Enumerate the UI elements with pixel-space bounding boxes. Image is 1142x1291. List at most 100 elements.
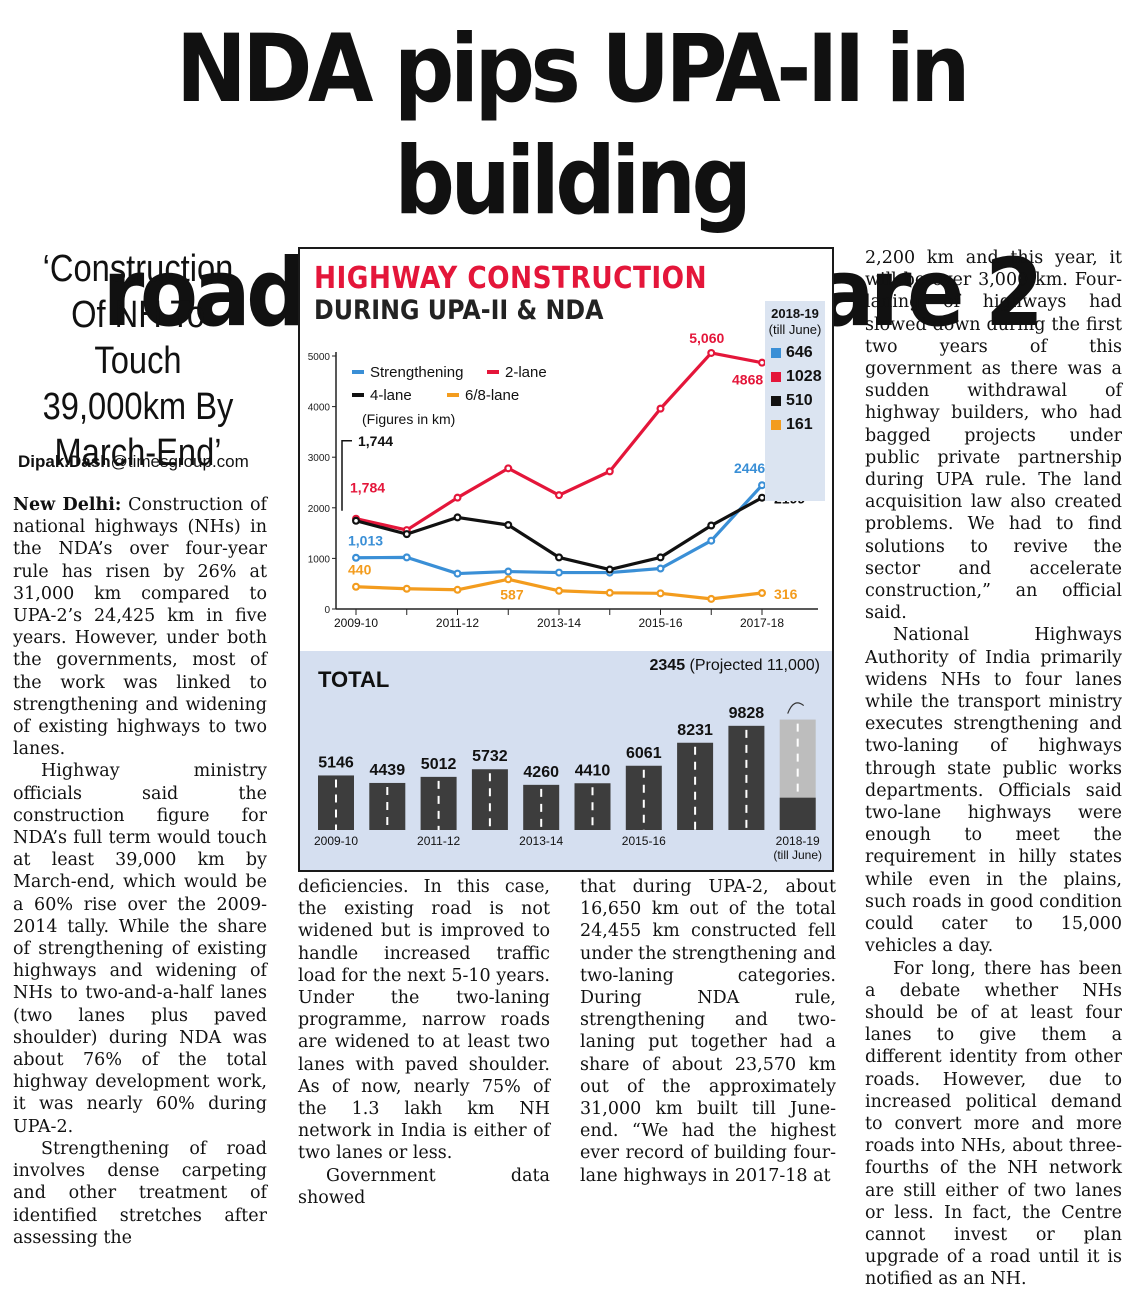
chart-frame: HIGHWAY CONSTRUCTION DURING UPA-II & NDA… — [298, 247, 834, 872]
data-label: 4868 — [732, 372, 763, 388]
legend-swatch — [771, 420, 781, 430]
bar-value-label: 4410 — [575, 762, 611, 779]
data-point-center — [607, 469, 612, 474]
data-point-center — [658, 566, 663, 571]
paragraph-text: National Highways Authority of India pri… — [865, 625, 1122, 957]
data-point-center — [455, 495, 460, 500]
data-point-center — [455, 571, 460, 576]
bar-value-label: 5146 — [318, 754, 354, 771]
data-label: 316 — [774, 586, 798, 602]
y-tick-label: 0 — [324, 605, 330, 616]
subhead-line-2: Of NH To Touch — [71, 294, 205, 382]
article-paragraph: Strengthening of road involves dense car… — [13, 1138, 267, 1249]
chart-note: (Figures in km) — [362, 411, 455, 427]
byline: Dipak.Dash@timesgroup.com — [18, 452, 249, 472]
article-column-3: that during UPA-2, about 16,650 km out o… — [580, 876, 836, 1187]
article-column-1: New Delhi: Construction of national high… — [13, 494, 267, 1249]
data-label: 5,060 — [689, 330, 724, 346]
chart-title: HIGHWAY CONSTRUCTION — [314, 261, 708, 296]
x-tick-label: 2011-12 — [436, 616, 479, 630]
bar-value-label: 5012 — [421, 756, 457, 773]
article-paragraph: 2,200 km and this year, it will be over … — [865, 247, 1122, 624]
paragraph-text: 2,200 km and this year, it will be over … — [865, 248, 1122, 624]
total-title: TOTAL — [318, 667, 390, 692]
article-paragraph: New Delhi: Construction of national high… — [13, 494, 267, 760]
x-tick-label: 2009-10 — [334, 616, 378, 630]
bar-category-label: 2011-12 — [417, 834, 460, 848]
data-point-center — [760, 483, 764, 488]
bar-value-label: 6061 — [626, 745, 662, 762]
bar-value-label: 8231 — [677, 722, 713, 739]
data-point-center — [709, 538, 714, 543]
byline-name: Dipak.Dash — [18, 452, 111, 471]
total-panel: TOTAL 2345 (Projected 11,000) 5146 2009-1… — [300, 651, 832, 870]
data-point-center — [354, 555, 358, 560]
side-box-row: 1028 — [771, 368, 825, 386]
legend-swatch — [771, 348, 781, 358]
data-point-center — [658, 591, 663, 596]
side-box-subtitle: (till June) — [768, 322, 822, 337]
paragraph-text: Construction of national highways (NHs) … — [13, 495, 267, 760]
bar-category-label: 2018-19 — [776, 834, 820, 848]
article-paragraph: For long, there has been a debate whethe… — [865, 958, 1122, 1291]
projected-value: 2345 — [649, 657, 686, 674]
paragraph-text: Strengthening of road involves dense car… — [13, 1138, 267, 1248]
bar-value-label: 5732 — [472, 748, 508, 765]
data-point-center — [354, 518, 358, 523]
paragraph-text: deficiencies. In this case, the existing… — [298, 877, 550, 1164]
article-paragraph: that during UPA-2, about 16,650 km out o… — [580, 876, 836, 1187]
y-tick-label: 4000 — [308, 403, 331, 414]
side-box-row: 646 — [771, 344, 825, 362]
data-point-center — [506, 569, 511, 574]
data-point-center — [760, 360, 764, 365]
line-chart: 0 1000 2000 3000 4000 5000 2009-10 2011-12 2013-… — [308, 330, 818, 630]
data-point-center — [658, 406, 663, 411]
data-point-center — [404, 532, 409, 536]
legend-label: 4-lane — [370, 387, 412, 404]
chart-subtitle: DURING UPA-II & NDA — [314, 295, 604, 326]
data-label: 1,744 — [358, 433, 393, 449]
bar — [677, 742, 714, 830]
dateline: New Delhi: — [13, 495, 122, 515]
article-column-4: 2,200 km and this year, it will be over … — [865, 247, 1122, 1291]
data-label: 1,013 — [348, 533, 383, 549]
side-box-value: 646 — [786, 344, 813, 361]
subhead-line-3: 39,000km By — [42, 386, 234, 428]
legend-label: 6/8-lane — [465, 387, 519, 404]
paragraph-text: Highway ministry officials said the cons… — [13, 761, 267, 1137]
data-point-center — [506, 466, 511, 471]
data-point-center — [557, 588, 561, 593]
subhead-line-1: ‘Construction — [42, 248, 234, 290]
data-label: 2446 — [734, 460, 765, 476]
data-point-center — [658, 555, 663, 560]
y-tick-label: 2000 — [308, 504, 331, 515]
projected-text: (Projected 11,000) — [689, 657, 820, 674]
legend-swatch — [771, 396, 781, 406]
bar-category-label: 2009-10 — [314, 834, 358, 848]
legend-swatch — [771, 372, 781, 382]
projected-arrow — [787, 702, 805, 714]
article-paragraph: deficiencies. In this case, the existing… — [298, 876, 550, 1165]
data-point-center — [709, 351, 714, 355]
y-tick-label: 5000 — [308, 352, 331, 363]
data-point-center — [760, 591, 764, 595]
x-tick-label: 2017-18 — [740, 616, 784, 630]
data-point-center — [557, 570, 561, 575]
headline-line-1: NDA pips UPA-II in building — [175, 15, 971, 236]
y-tick-label: 1000 — [308, 554, 331, 565]
side-box-title: 2018-19 — [771, 306, 819, 321]
data-point-center — [404, 586, 409, 591]
side-box-row: 161 — [771, 416, 825, 434]
paragraph-text: that during UPA-2, about 16,650 km out o… — [580, 877, 836, 1186]
data-point-center — [455, 515, 460, 520]
side-box-2018-19: 2018-19 (till June) 646 1028 510 161 — [765, 301, 825, 501]
data-label: 440 — [348, 562, 372, 578]
data-point-center — [557, 493, 561, 497]
side-box-value: 161 — [786, 416, 813, 433]
subhead: ‘Construction Of NH To Touch 39,000km By… — [24, 246, 251, 476]
data-point-center — [709, 597, 714, 601]
data-point-center — [354, 584, 358, 589]
data-point-center — [607, 591, 612, 595]
data-point-center — [506, 577, 511, 582]
side-box-value: 510 — [786, 392, 813, 409]
